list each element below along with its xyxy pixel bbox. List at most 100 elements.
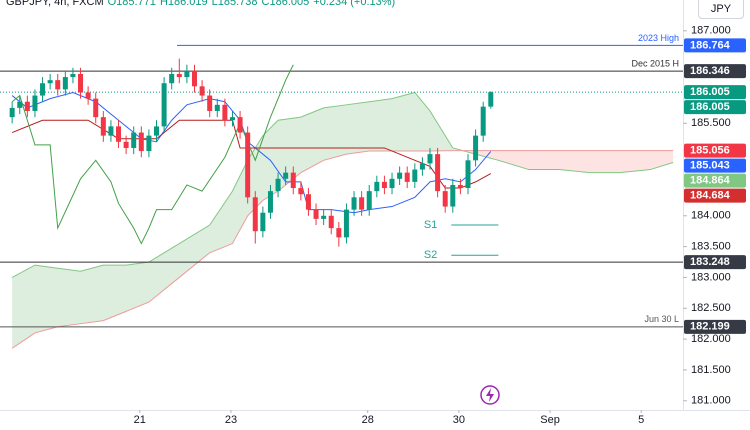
currency-button[interactable]: JPY (698, 0, 744, 19)
candle-body (85, 92, 91, 99)
price-tag (684, 85, 746, 100)
price-tag (684, 100, 746, 115)
price-tag-label: 184.684 (690, 190, 731, 202)
price-tag-label: 185.043 (690, 160, 730, 172)
candle-body (184, 70, 190, 78)
candle-body (305, 194, 311, 210)
cloud-segment (392, 92, 415, 152)
y-tick-label: 183.000 (691, 271, 731, 283)
cloud-segment (126, 262, 149, 312)
candle-body (389, 178, 395, 189)
header-item: O185.771 (107, 0, 156, 8)
cloud-segment (559, 150, 590, 173)
price-tag-label: 186.005 (690, 86, 730, 98)
price-tag (684, 38, 746, 53)
candle-body (207, 95, 213, 111)
y-tick-label: 182.500 (691, 302, 731, 314)
y-tick-label: 182.000 (691, 333, 731, 345)
candle-body (397, 172, 403, 179)
candle-body (442, 191, 448, 207)
candle-body (359, 197, 365, 210)
candle-body (245, 132, 251, 198)
cloud-segment (80, 265, 104, 324)
indicator-line (11, 91, 492, 214)
price-tag-label: 186.005 (690, 101, 730, 113)
x-tick-label: 21 (134, 414, 146, 426)
candle-body (488, 92, 494, 107)
candle-body (93, 98, 99, 118)
price-tag-label: 186.346 (690, 65, 730, 77)
candle-body (480, 106, 486, 136)
candle-body (62, 77, 68, 90)
cloud-segment (12, 265, 35, 349)
header-item: GBPJPY, 4h, FXCM (6, 0, 104, 8)
candle-body (214, 104, 220, 111)
price-tag-label: 183.248 (690, 256, 730, 268)
cloud-segment (278, 117, 301, 192)
cloud-segment (650, 150, 674, 170)
price-tag-label: 182.199 (690, 321, 730, 333)
candle-body (412, 169, 418, 182)
price-tag-label: 184.864 (690, 175, 731, 187)
cloud-segment (300, 107, 324, 173)
candle-body (108, 126, 114, 136)
candle-body (374, 181, 380, 192)
header-item: L185.738 (211, 0, 258, 8)
price-tag (684, 173, 746, 188)
candle-body (473, 135, 479, 161)
cloud-segment (346, 101, 370, 155)
candle-body (70, 73, 76, 78)
candle-body (9, 107, 15, 118)
candle-body (427, 154, 433, 164)
indicator-line (11, 119, 492, 189)
replay-icon[interactable] (480, 385, 500, 405)
x-tick-label: Sep (540, 414, 560, 426)
candle-body (457, 184, 463, 189)
level-label: 2023 High (638, 33, 679, 43)
candle-body (313, 209, 319, 219)
candle-body (252, 197, 258, 232)
level-label: S2 (424, 249, 437, 261)
cloud-segment (323, 104, 347, 161)
level-label: Jun 30 L (644, 314, 679, 324)
level-label: S1 (424, 219, 437, 231)
cloud-segment (209, 191, 233, 253)
cloud-span (11, 91, 674, 278)
candle-body (275, 178, 281, 192)
candle-body (169, 73, 175, 84)
candle-body (290, 172, 296, 189)
price-tag-label: 185.056 (690, 145, 730, 157)
candle-body (55, 80, 61, 90)
candle-body (229, 117, 235, 121)
candle-body (131, 132, 137, 148)
cloud-segment (589, 150, 620, 173)
price-tag (684, 188, 746, 203)
cloud-segment (247, 135, 263, 216)
candle-body (222, 104, 228, 121)
cloud-segment (369, 98, 393, 152)
candle-body (17, 101, 23, 108)
candle-body (298, 188, 304, 195)
cloud-segment (619, 150, 651, 173)
y-tick-label: 181.000 (691, 395, 731, 407)
candle-body (336, 228, 342, 238)
x-tick-label: 23 (225, 414, 237, 426)
candle-body (351, 197, 357, 210)
candle-body (161, 83, 167, 127)
candle-body (343, 209, 349, 238)
x-tick-label: 5 (638, 414, 644, 426)
header-item: H186.019 (159, 0, 208, 8)
price-tag (684, 158, 746, 173)
candle-body (123, 141, 129, 148)
x-tick-label: 28 (362, 414, 374, 426)
candle-body (435, 154, 441, 192)
symbol-header: GBPJPY, 4h, FXCM O185.771 H186.019 L185.738… (6, 0, 399, 8)
price-tag (684, 64, 746, 79)
candle-body (138, 132, 144, 152)
y-tick-label: 181.500 (691, 364, 731, 376)
candle-body (191, 70, 197, 87)
candle-body (450, 184, 456, 207)
y-tick-label: 183.500 (691, 241, 731, 253)
header-item: C186.005 (261, 0, 310, 8)
